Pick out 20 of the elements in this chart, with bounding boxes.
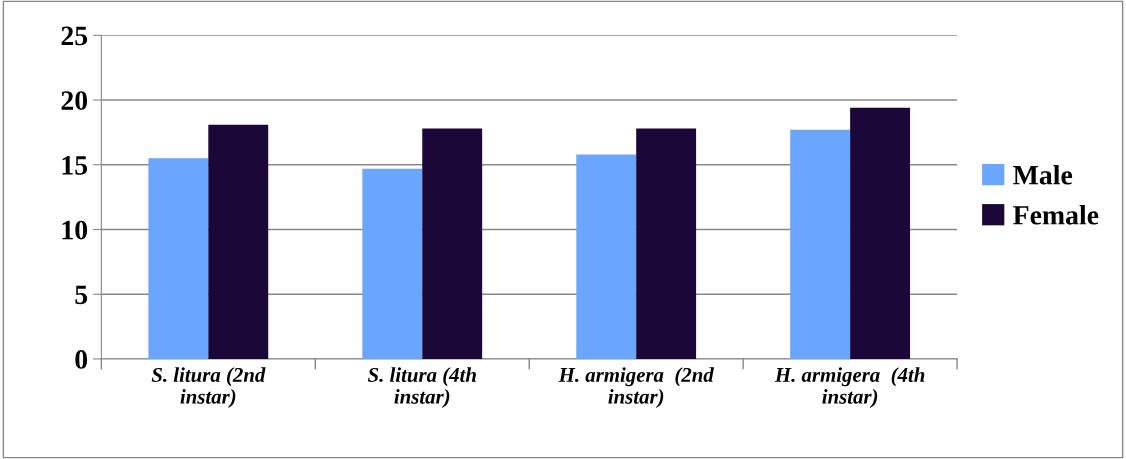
y-tick-label: 5	[75, 285, 88, 305]
bar	[850, 107, 911, 359]
y-tick-label: 20	[61, 91, 88, 110]
y-tick-label: 0	[75, 350, 88, 369]
bar	[636, 128, 697, 359]
y-tick-label: 10	[62, 220, 88, 240]
bar	[790, 129, 851, 359]
x-tick-label: H. armigera (2nd instar)	[558, 367, 714, 408]
x-tick-label: S. litura (2nd instar)	[151, 367, 266, 408]
bar	[576, 154, 637, 359]
x-tick-label: S. litura (4th instar)	[367, 367, 476, 408]
y-tick-label: 15	[62, 156, 88, 175]
bar	[422, 128, 483, 359]
bar	[362, 168, 423, 359]
bar	[208, 124, 269, 359]
legend-label: Female	[1013, 205, 1099, 225]
x-tick-label: H. armigera (4th instar)	[774, 367, 925, 408]
legend-label: Male	[1013, 165, 1073, 185]
bar	[148, 158, 209, 359]
y-tick-label: 25	[61, 26, 88, 46]
